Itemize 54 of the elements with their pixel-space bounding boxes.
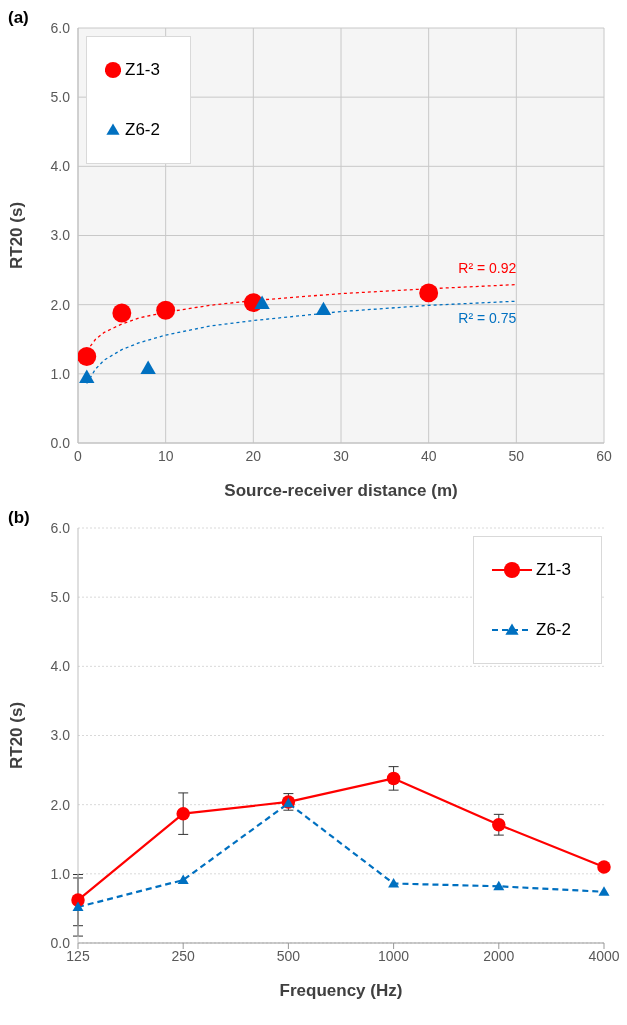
y-tick-label: 5.0 [50, 589, 71, 606]
point [386, 771, 401, 786]
y-tick-label: 3.0 [50, 727, 71, 744]
x-tick-label: 500 [276, 947, 301, 964]
legend-label: Z6-2 [536, 620, 571, 640]
y-tick-label: 3.0 [50, 227, 71, 244]
y-axis-title: RT20 (s) [7, 201, 27, 270]
point [492, 817, 506, 832]
point [419, 283, 439, 303]
point [177, 874, 189, 885]
x-tick-label: 60 [596, 447, 612, 464]
x-tick-label: 4000 [588, 947, 620, 964]
x-tick-label: 2000 [483, 947, 515, 964]
series-label: R² = 0.75 [458, 310, 517, 327]
y-tick-label: 0.0 [50, 434, 71, 451]
y-tick-label: 6.0 [50, 19, 71, 36]
x-axis-title: Source-receiver distance (m) [224, 481, 458, 500]
chart-title: (b) [8, 508, 30, 528]
x-tick-label: 10 [157, 447, 174, 464]
x-axis-title: Frequency (Hz) [279, 981, 403, 1000]
y-axis-title: RT20 (s) [7, 701, 27, 770]
point [79, 369, 95, 383]
point [156, 300, 176, 320]
legend-label: Z1-3 [536, 560, 571, 580]
point [72, 901, 84, 912]
y-tick-label: 5.0 [50, 89, 71, 106]
x-tick-label: 50 [508, 447, 525, 464]
point [176, 806, 190, 821]
point [598, 886, 610, 896]
y-tick-label: 4.0 [50, 158, 71, 175]
point [78, 347, 97, 366]
chart-title: (a) [8, 8, 29, 28]
x-tick-label: 40 [420, 447, 437, 464]
y-tick-label: 4.0 [50, 658, 71, 675]
point [597, 860, 611, 874]
point [493, 880, 505, 891]
point [388, 878, 400, 888]
point [140, 360, 156, 374]
y-tick-label: 6.0 [50, 519, 71, 536]
x-tick-label: 250 [171, 947, 196, 964]
y-tick-label: 2.0 [50, 296, 71, 313]
legend-label: Z1-3 [125, 60, 160, 80]
y-tick-label: 1.0 [50, 365, 71, 382]
x-tick-label: 30 [333, 447, 349, 464]
y-tick-label: 2.0 [50, 796, 71, 813]
x-tick-label: 20 [245, 447, 262, 464]
x-tick-label: 1000 [378, 947, 410, 964]
point [254, 295, 270, 309]
legend-label: Z6-2 [125, 120, 160, 140]
point [112, 303, 132, 323]
series-label: R² = 0.92 [458, 259, 517, 276]
x-tick-label: 0 [74, 447, 83, 464]
point [315, 301, 332, 316]
y-tick-label: 1.0 [50, 865, 71, 882]
